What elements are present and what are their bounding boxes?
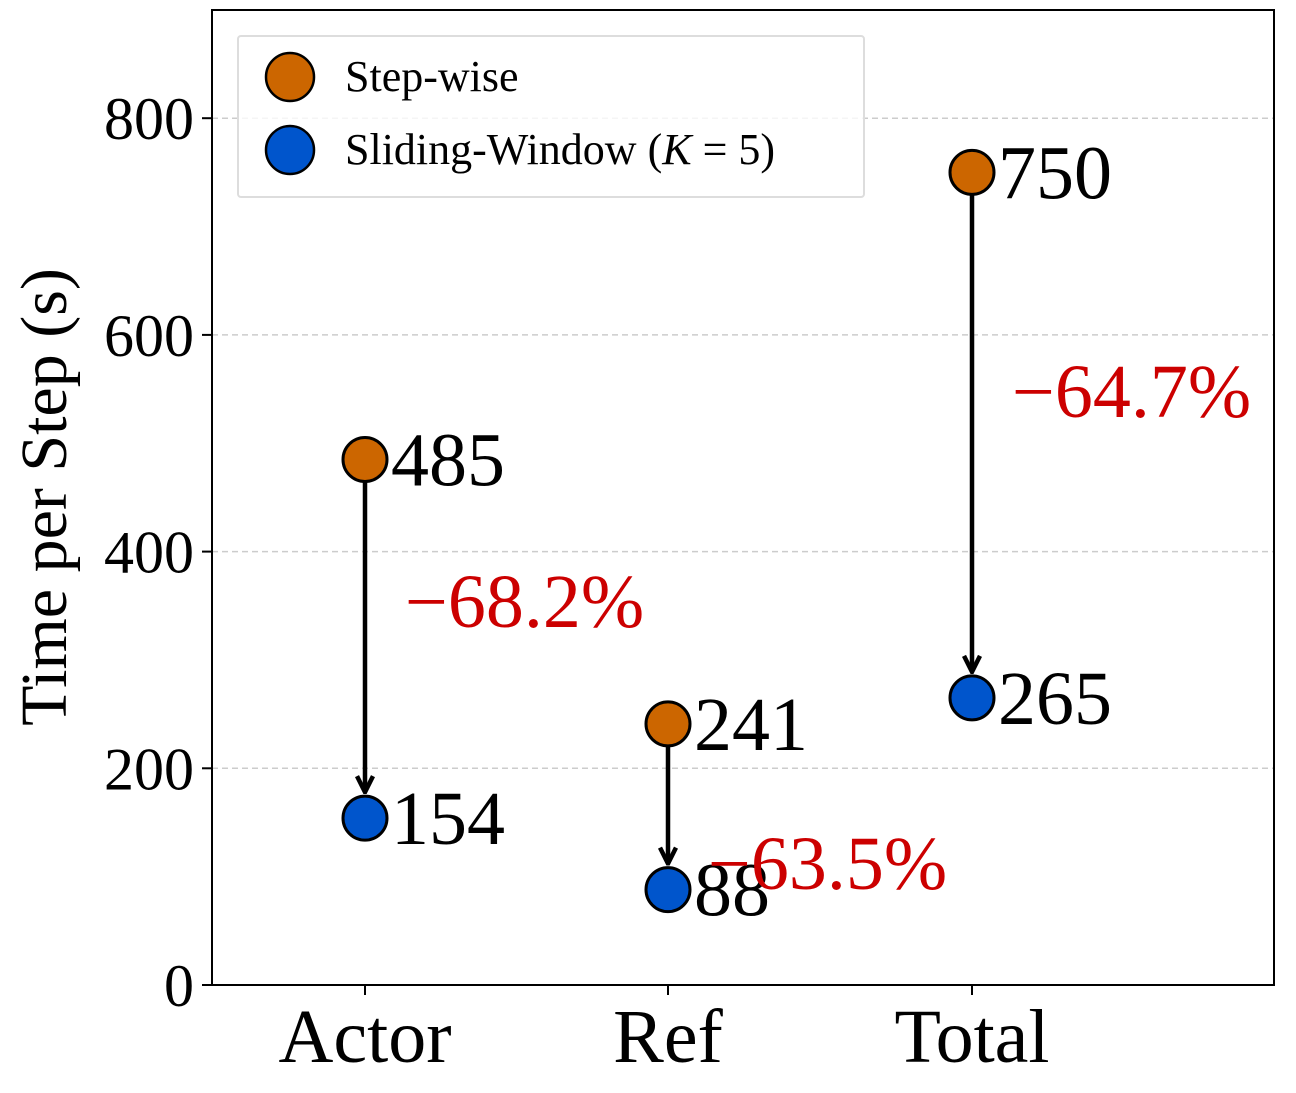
y-tick-label-200: 200 xyxy=(104,736,194,802)
reduction-label-total: −64.7% xyxy=(1012,350,1251,434)
step-wise-value-label-total: 750 xyxy=(998,131,1112,215)
x-tick-label-actor: Actor xyxy=(278,995,451,1079)
legend-marker-sliding-window xyxy=(264,124,316,176)
sliding-window-point-ref xyxy=(644,866,692,914)
sliding-window-value-label-ref: 88 xyxy=(694,849,770,933)
legend: Step-wise Sliding-Window (K = 5) xyxy=(237,35,865,198)
step-wise-point-total xyxy=(948,148,996,196)
step-wise-value-label-ref: 241 xyxy=(694,683,808,767)
legend-label-step-wise: Step-wise xyxy=(345,52,519,101)
x-tick-label-total: Total xyxy=(894,995,1049,1079)
data-points xyxy=(341,148,996,914)
x-axis: Actor Ref Total xyxy=(278,985,1050,1079)
y-tick-label-0: 0 xyxy=(164,953,194,1019)
step-wise-value-label-actor: 485 xyxy=(391,419,505,503)
legend-marker-step-wise xyxy=(264,51,316,103)
plot-frame xyxy=(211,9,1275,986)
reduction-label-ref: −63.5% xyxy=(708,822,947,906)
value-labels: 485 241 750 154 88 265 xyxy=(391,131,1112,932)
y-tick-label-600: 600 xyxy=(104,303,194,369)
sliding-window-value-label-total: 265 xyxy=(998,657,1112,741)
reduction-arrows xyxy=(365,194,972,863)
sliding-window-point-total xyxy=(948,674,996,722)
reduction-label-actor: −68.2% xyxy=(405,560,644,644)
reduction-labels: −68.2% −63.5% −64.7% xyxy=(405,350,1251,906)
legend-label-sliding-window: Sliding-Window (K = 5) xyxy=(345,125,775,174)
sliding-window-point-actor xyxy=(341,794,389,842)
step-wise-point-ref xyxy=(644,700,692,748)
y-axis-title: Time per Step (s) xyxy=(8,268,81,726)
x-tick-label-ref: Ref xyxy=(613,995,723,1079)
y-tick-label-800: 800 xyxy=(104,86,194,152)
step-wise-point-actor xyxy=(341,436,389,484)
y-tick-label-400: 400 xyxy=(104,520,194,586)
legend-box xyxy=(237,35,865,198)
y-axis: 0 200 400 600 800 xyxy=(104,86,212,1019)
sliding-window-value-label-actor: 154 xyxy=(391,777,505,861)
